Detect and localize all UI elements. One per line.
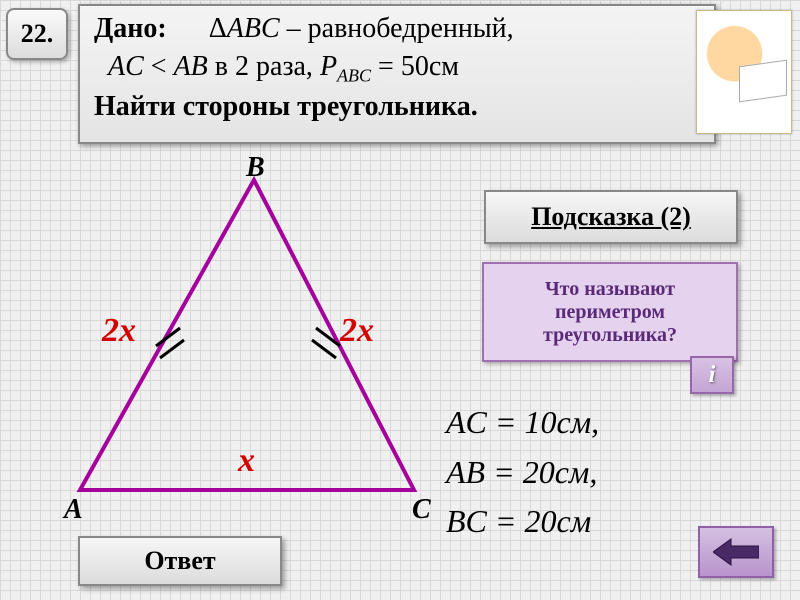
given-label: Дано: — [94, 13, 167, 44]
P: P — [320, 51, 337, 82]
given-math-1: ΔABC – равнобедренный, — [209, 13, 514, 44]
problem-number: 22. — [21, 19, 54, 49]
answer-button[interactable]: Ответ — [78, 536, 282, 586]
problem-statement: Дано: ΔABC – равнобедренный, AC < AB в 2… — [78, 4, 716, 144]
find-label: Найти стороны треугольника. — [94, 91, 478, 122]
Psub: ABC — [337, 65, 371, 85]
triangle-figure: B A C 2х 2х х — [40, 150, 440, 530]
student-illustration — [696, 10, 792, 134]
hint-button-label: Подсказка (2) — [531, 202, 691, 232]
info-button[interactable]: i — [690, 356, 734, 394]
vertex-c: C — [412, 494, 431, 526]
given-row: Дано: ΔABC – равнобедренный, — [94, 10, 704, 48]
given-row-2: AC < AB в 2 раза, PABC = 50см — [94, 48, 704, 88]
vertex-a: A — [64, 494, 83, 526]
nav-back-button[interactable] — [698, 526, 774, 578]
Peq: = 50см — [371, 51, 459, 82]
hint-question-box: Что называют периметром треугольника? — [482, 262, 738, 362]
solution-line-3: BC = 20см — [446, 497, 599, 547]
problem-number-badge: 22. — [6, 8, 68, 60]
solution-block: AC = 10см, AB = 20см, BC = 20см — [446, 398, 599, 547]
solution-line-1: AC = 10см, — [446, 398, 599, 448]
arrow-left-icon — [713, 537, 759, 567]
l2t: в 2 раза, — [208, 51, 320, 82]
side-ab-label: 2х — [102, 312, 136, 350]
info-icon: i — [709, 362, 716, 389]
side-ac-label: х — [238, 442, 255, 480]
hint-question-text: Что называют периметром треугольника? — [488, 278, 732, 347]
solution-line-2: AB = 20см, — [446, 448, 599, 498]
side-bc-label: 2х — [340, 312, 374, 350]
hint-button[interactable]: Подсказка (2) — [484, 190, 738, 244]
answer-button-label: Ответ — [144, 546, 215, 576]
find-row: Найти стороны треугольника. — [94, 88, 704, 126]
vertex-b: B — [246, 152, 265, 184]
